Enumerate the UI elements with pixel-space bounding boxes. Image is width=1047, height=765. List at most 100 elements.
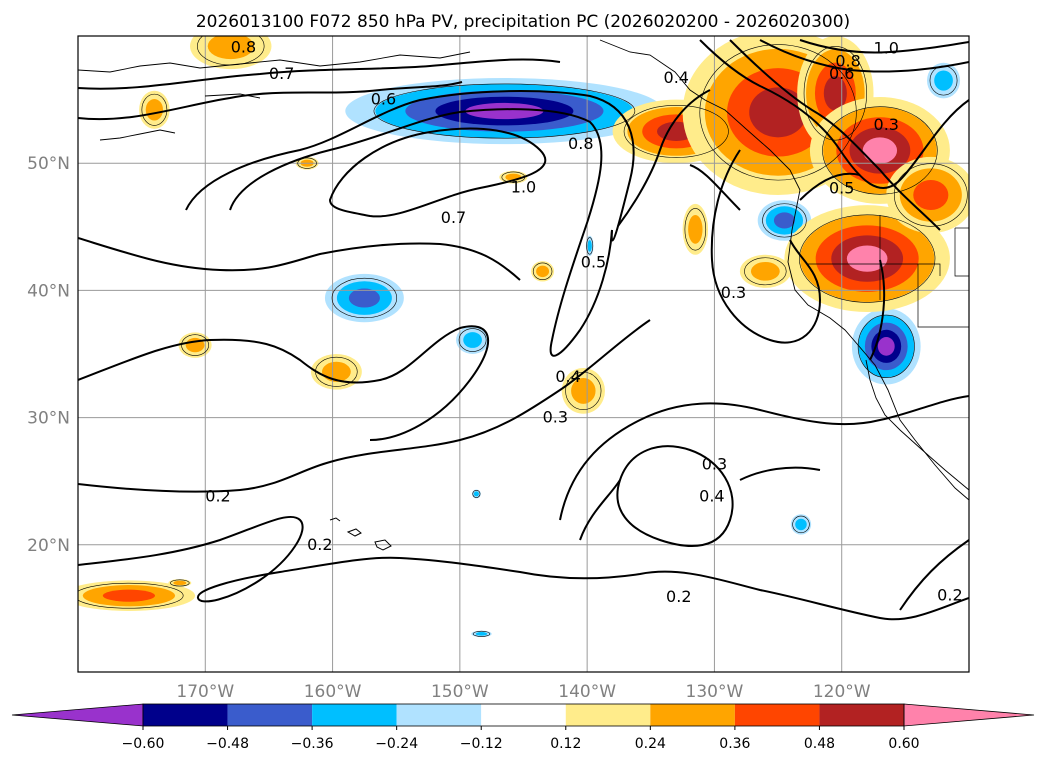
x-axis-ticks: 170°W 160°W 150°W 140°W 130°W 120°W <box>176 682 870 702</box>
contour-label-2: 0.6 <box>371 90 396 109</box>
precip-blob-outline-19 <box>78 582 184 609</box>
contour-label-19: 0.3 <box>874 115 899 134</box>
precip-blob-outline-27 <box>893 163 968 227</box>
precip-blob-outline-21 <box>744 257 787 286</box>
precip-blob-25-level-4 <box>862 137 898 164</box>
colorbar-segment-7 <box>734 704 820 726</box>
contour-label-16: 1.0 <box>874 39 899 58</box>
precip-blob-0-level-4 <box>465 102 544 120</box>
colorbar-frame <box>142 703 905 727</box>
precip-blob-26-level-4 <box>846 245 888 272</box>
contour-label-6: 0.5 <box>581 252 606 271</box>
contour-label-8: 0.3 <box>543 408 568 427</box>
contour-label-15: 0.2 <box>937 586 962 605</box>
precip-blob-17-level-1 <box>571 377 596 404</box>
contour-label-18: 0.6 <box>829 64 854 83</box>
contour-label-11: 0.4 <box>699 486 724 505</box>
state-borders <box>806 215 969 328</box>
y-tick-label-2: 40°N <box>27 281 70 301</box>
precip-blob-20-level-1 <box>688 214 703 244</box>
x-tick-label-3: 140°W <box>558 682 616 702</box>
precip-blob-1-level-2 <box>348 288 380 308</box>
precip-blob-14-level-1 <box>536 265 550 278</box>
colorbar-tick-label-0: −0.60 <box>122 736 165 752</box>
chart-title: 2026013100 F072 850 hPa PV, precipitatio… <box>196 12 850 32</box>
y-tick-label-1: 30°N <box>27 409 70 429</box>
colorbar-extend-low <box>11 703 144 727</box>
precip-blob-outline-1 <box>331 277 398 319</box>
coastlines <box>78 39 969 501</box>
y-tick-label-3: 50°N <box>27 154 70 174</box>
contour-label-13: 0.2 <box>307 535 332 554</box>
colorbar-segment-6 <box>650 704 735 726</box>
contour-label-9: 0.3 <box>721 283 746 302</box>
islands <box>329 517 392 551</box>
precip-blob-outline-15 <box>181 334 209 356</box>
precip-blob-outline-23 <box>699 44 857 181</box>
precip-blob-4-level-4 <box>877 337 895 356</box>
precip-blob-outline-13 <box>501 171 526 183</box>
contour-label-20: 0.5 <box>829 179 854 198</box>
contour-label-12: 0.2 <box>205 486 230 505</box>
precip-blob-23-level-3 <box>749 87 807 138</box>
x-tick-label-0: 170°W <box>176 682 234 702</box>
x-tick-label-2: 150°W <box>431 682 489 702</box>
colorbar-tick-label-8: 0.48 <box>804 736 835 752</box>
colorbar-tick-label-2: −0.36 <box>291 736 334 752</box>
colorbar-segment-4 <box>481 704 566 726</box>
colorbar-tick-label-9: 0.60 <box>888 736 919 752</box>
precip-blob-9-level-1 <box>587 240 592 252</box>
contour-label-17: 0.8 <box>835 51 860 70</box>
colorbar-tick-label-1: −0.48 <box>206 736 249 752</box>
contour-label-7: 0.4 <box>555 367 580 386</box>
precip-blob-outline-17 <box>565 371 602 410</box>
y-tick-label-0: 20°N <box>27 536 70 556</box>
pv-contours <box>78 39 969 621</box>
colorbar-segment-5 <box>565 704 651 726</box>
colorbar-segment-0 <box>143 704 228 726</box>
precip-blob-27-level-2 <box>913 179 949 211</box>
colorbar-tick-label-4: −0.12 <box>460 736 503 752</box>
contour-label-0: 0.8 <box>231 37 256 56</box>
precip-blob-3-level-2 <box>773 212 795 229</box>
contour-label-10: 0.3 <box>702 455 727 474</box>
colorbar-tick-label-7: 0.36 <box>719 736 750 752</box>
contour-labels: 0.8 0.7 0.6 1.0 0.7 0.8 0.5 0.4 0.3 0.3 0.3 0.4 0.2 0… <box>205 37 962 606</box>
precip-blob-outline-24 <box>803 46 867 141</box>
precip-blob-outline-18 <box>170 579 190 587</box>
precip-blob-19-level-2 <box>102 589 155 602</box>
precip-blob-outline-25 <box>822 106 938 195</box>
precip-blob-6-level-1 <box>473 491 479 497</box>
precip-blob-5-level-1 <box>795 518 807 531</box>
colorbar-tick-label-5: 0.12 <box>550 736 581 752</box>
precip-blob-2-level-1 <box>463 332 482 348</box>
precip-blob-outline-6 <box>472 489 481 498</box>
colorbar-tick-label-3: −0.24 <box>375 736 418 752</box>
precip-blob-outline-7 <box>472 630 491 637</box>
precip-blob-outline-16 <box>315 356 358 387</box>
precip-blob-outline-20 <box>684 208 707 251</box>
precip-blob-outline-8 <box>929 65 958 96</box>
colorbar-segment-2 <box>312 704 397 726</box>
contour-label-5: 0.8 <box>568 134 593 153</box>
precip-blob-outline-3 <box>762 203 807 238</box>
contour-label-4: 0.7 <box>441 208 466 227</box>
contour-label-21: 0.4 <box>664 68 689 87</box>
precip-blob-18-level-1 <box>173 580 187 586</box>
precip-blob-24-level-3 <box>823 75 847 111</box>
precip-blob-outline-12 <box>297 157 317 169</box>
colorbar-segment-1 <box>227 704 313 726</box>
colorbar-segment-8 <box>819 704 904 726</box>
map-frame <box>77 35 970 673</box>
precip-blob-10-level-1 <box>207 36 254 60</box>
precip-blob-outline-11 <box>141 93 168 126</box>
precip-blob-outline-4 <box>857 314 915 378</box>
precip-blob-16-level-1 <box>322 361 351 382</box>
precip-blob-21-level-1 <box>750 261 780 281</box>
x-tick-label-1: 160°W <box>304 682 362 702</box>
precip-blob-outline-9 <box>586 237 594 255</box>
precip-blob-outline-26 <box>799 214 936 303</box>
precip-blob-outline-14 <box>532 262 553 280</box>
precip-blob-8-level-1 <box>934 70 953 91</box>
